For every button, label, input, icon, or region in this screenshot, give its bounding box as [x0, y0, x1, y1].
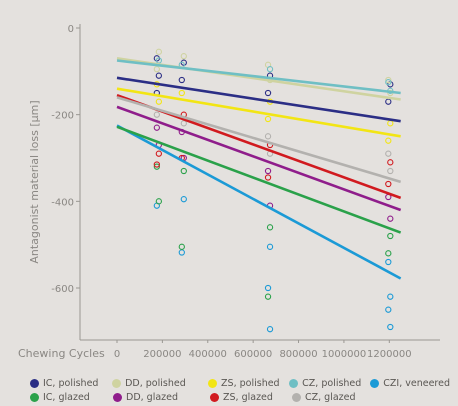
data-point [385, 250, 392, 257]
x-tick-label: 1000000 [322, 349, 367, 360]
data-point [385, 150, 392, 157]
legend-dot [210, 392, 219, 402]
data-point [155, 48, 162, 55]
data-point [180, 120, 187, 127]
data-point [153, 161, 160, 168]
legend-item: ZS, polished [208, 378, 289, 389]
legend-dot [30, 378, 39, 388]
legend-item: ZS, glazed [210, 392, 292, 403]
data-point [266, 224, 274, 231]
data-point [385, 258, 392, 266]
data-point [387, 167, 394, 175]
y-tick-label: -200 [51, 111, 74, 122]
x-tick-label: 400000 [189, 349, 227, 360]
trend-line [116, 125, 402, 234]
data-point [180, 53, 187, 60]
data-point [385, 137, 392, 144]
y-tick-label: 0 [68, 24, 74, 35]
trend-line [116, 76, 401, 123]
data-point [387, 323, 394, 331]
data-point [153, 163, 160, 170]
data-point [264, 133, 272, 140]
data-point [266, 326, 274, 333]
legend-item: IC, glazed [30, 392, 113, 403]
data-point [387, 215, 394, 222]
data-point [153, 124, 160, 131]
trend-line [116, 87, 401, 138]
legend-item: CZ, polished [289, 378, 370, 389]
data-point [153, 111, 160, 118]
data-point [385, 306, 392, 313]
trend-line [116, 96, 402, 184]
legend-row: IC, polished DD, polished ZS, polished C… [30, 376, 450, 390]
data-point [264, 115, 272, 123]
x-tick-label: 200000 [143, 349, 181, 360]
data-point [178, 249, 185, 256]
legend-dot [289, 378, 299, 388]
legend-label: ZS, glazed [223, 391, 273, 403]
legend-label: DD, glazed [126, 391, 179, 403]
legend: IC, polished DD, polished ZS, polished C… [30, 376, 450, 404]
legend-label: CZI, veneered [383, 377, 450, 389]
data-point [180, 167, 187, 175]
x-tick-label: 0 [114, 349, 120, 360]
data-point [155, 72, 162, 79]
data-point [387, 159, 394, 166]
data-point [264, 174, 272, 181]
x-tick-label: 800000 [279, 349, 317, 360]
legend-item: DD, polished [112, 378, 208, 389]
legend-dot [30, 392, 39, 402]
data-point [387, 293, 394, 300]
data-point [155, 98, 162, 105]
legend-label: CZ, glazed [305, 391, 356, 403]
data-point [178, 76, 185, 84]
chart: 0 -200 -400 -600 0 200000 400000 600000 800000 10… [18, 24, 440, 360]
y-tick-label: -400 [51, 197, 74, 208]
legend-dot [112, 378, 122, 388]
trend-lines [116, 57, 402, 280]
axes: 0 -200 -400 -600 0 200000 400000 600000 800000 10… [51, 24, 440, 360]
legend-item: CZ, glazed [292, 392, 356, 403]
data-point [266, 243, 274, 250]
legend-item: IC, polished [30, 378, 112, 389]
data-points [153, 48, 394, 333]
legend-label: IC, glazed [43, 391, 90, 403]
data-point [387, 120, 394, 127]
data-point [264, 284, 272, 292]
data-point [266, 66, 274, 73]
legend-dot [292, 392, 301, 402]
legend-dot [208, 378, 218, 388]
x-axis-label: Chewing Cycles [18, 347, 105, 360]
trend-line [116, 124, 402, 280]
legend-label: DD, polished [125, 377, 186, 389]
x-tick-label: 600000 [234, 349, 272, 360]
data-point [180, 196, 187, 203]
data-point [155, 198, 162, 205]
data-point [155, 150, 162, 157]
legend-dot [113, 392, 122, 402]
data-point [385, 76, 392, 84]
data-point [264, 89, 272, 97]
data-point [178, 89, 185, 97]
legend-dot [370, 378, 380, 388]
x-tick-label: 1200000 [367, 349, 412, 360]
data-point [264, 167, 272, 175]
legend-label: CZ, polished [302, 377, 362, 389]
trend-line [116, 105, 402, 212]
data-point [178, 243, 185, 250]
legend-item: DD, glazed [113, 392, 210, 403]
data-point [153, 66, 160, 73]
legend-label: ZS, polished [221, 377, 280, 389]
legend-row: IC, glazed DD, glazed ZS, glazed CZ, gla… [30, 390, 450, 404]
legend-label: IC, polished [43, 377, 99, 389]
data-point [387, 232, 394, 240]
y-axis-label: Antagonist material loss [µm] [28, 100, 41, 263]
data-point [385, 180, 392, 188]
legend-item: CZI, veneered [370, 378, 450, 389]
data-point [385, 98, 392, 105]
data-point [264, 293, 272, 300]
trend-line [116, 59, 401, 95]
data-point [385, 79, 392, 86]
y-tick-label: -600 [51, 284, 74, 295]
